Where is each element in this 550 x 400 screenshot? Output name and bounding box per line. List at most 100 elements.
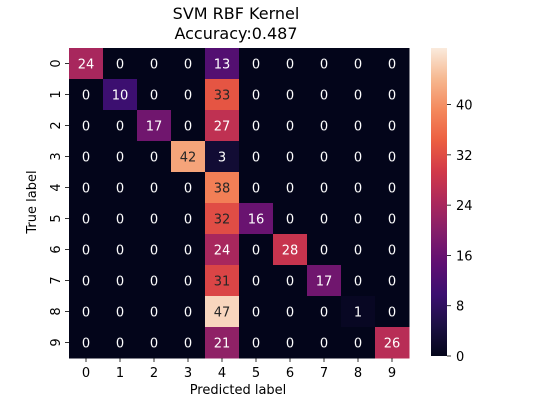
cell-value-r2-c8: 0 — [354, 120, 362, 135]
cell-value-r9-c1: 0 — [116, 337, 124, 352]
cell-value-r6-c9: 0 — [388, 244, 396, 259]
cell-value-r0-c0: 24 — [78, 58, 95, 73]
heatmap-cell-r9-c0 — [69, 327, 104, 359]
cell-value-r3-c0: 0 — [82, 151, 90, 166]
cell-value-r4-c6: 0 — [286, 182, 294, 197]
cell-value-r3-c7: 0 — [320, 151, 328, 166]
heatmap-cell-r5-c3 — [171, 203, 206, 235]
heatmap-cell-r5-c4 — [205, 203, 240, 235]
heatmap-cell-r8-c1 — [103, 296, 138, 328]
cell-value-r9-c7: 0 — [320, 337, 328, 352]
cell-value-r5-c4: 32 — [214, 213, 231, 228]
colorbar-ticks: 0 8 16 24 32 40 — [447, 99, 473, 365]
x-tick-label-9: 9 — [388, 366, 396, 381]
heatmap-cell-r9-c1 — [103, 327, 138, 359]
cell-value-r5-c5: 16 — [248, 213, 265, 228]
heatmap-cell-r4-c4 — [205, 172, 240, 204]
cell-value-r6-c0: 0 — [82, 244, 90, 259]
heatmap-cell-r8-c3 — [171, 296, 206, 328]
cell-value-r1-c4: 33 — [214, 89, 231, 104]
heatmap-cell-r5-c6 — [273, 203, 308, 235]
x-tick-label-8: 8 — [354, 366, 362, 381]
heatmap-cell-r4-c3 — [171, 172, 206, 204]
heatmap-cell-r0-c0 — [69, 48, 104, 80]
cell-value-r1-c9: 0 — [388, 89, 396, 104]
cell-value-r8-c7: 0 — [320, 306, 328, 321]
y-tick-label-2: 2 — [49, 121, 64, 129]
heatmap-cell-r7-c4 — [205, 265, 240, 297]
cell-value-r5-c9: 0 — [388, 213, 396, 228]
heatmap-cell-r9-c7 — [307, 327, 342, 359]
heatmap-cell-r1-c7 — [307, 79, 342, 111]
colorbar — [431, 48, 447, 356]
cell-value-r7-c2: 0 — [150, 275, 158, 290]
y-tick-label-6: 6 — [49, 245, 64, 253]
cell-value-r8-c6: 0 — [286, 306, 294, 321]
cell-value-r4-c4: 38 — [214, 182, 231, 197]
heatmap-cell-r4-c1 — [103, 172, 138, 204]
heatmap-cell-r4-c5 — [239, 172, 274, 204]
cell-value-r7-c7: 17 — [316, 275, 333, 290]
cell-value-r8-c8: 1 — [354, 306, 362, 321]
y-tick-label-9: 9 — [49, 338, 64, 346]
cell-value-r0-c6: 0 — [286, 58, 294, 73]
cell-value-r7-c5: 0 — [252, 275, 260, 290]
cell-value-r3-c8: 0 — [354, 151, 362, 166]
heatmap-cell-r5-c5 — [239, 203, 274, 235]
heatmap-cell-r7-c1 — [103, 265, 138, 297]
heatmap-cell-r1-c0 — [69, 79, 104, 111]
heatmap-cell-r2-c2 — [137, 110, 172, 142]
cell-value-r7-c9: 0 — [388, 275, 396, 290]
heatmap-cell-r7-c2 — [137, 265, 172, 297]
heatmap-cell-r1-c8 — [341, 79, 376, 111]
heatmap-cell-r0-c4 — [205, 48, 240, 80]
cell-value-r1-c7: 0 — [320, 89, 328, 104]
heatmap-cell-r7-c3 — [171, 265, 206, 297]
cell-value-r5-c3: 0 — [184, 213, 192, 228]
colorbar-tick-label-32: 32 — [456, 149, 473, 164]
heatmap-cell-r9-c6 — [273, 327, 308, 359]
cell-value-r9-c4: 21 — [214, 337, 231, 352]
cell-value-r7-c6: 0 — [286, 275, 294, 290]
cell-value-r0-c5: 0 — [252, 58, 260, 73]
heatmap-cell-r3-c0 — [69, 141, 104, 173]
cell-value-r4-c0: 0 — [82, 182, 90, 197]
heatmap-cell-r6-c0 — [69, 234, 104, 266]
cell-value-r5-c7: 0 — [320, 213, 328, 228]
y-tick-label-8: 8 — [49, 307, 64, 315]
heatmap-cell-r6-c5 — [239, 234, 274, 266]
heatmap-cell-r5-c1 — [103, 203, 138, 235]
cell-value-r0-c8: 0 — [354, 58, 362, 73]
cell-value-r6-c5: 0 — [252, 244, 260, 259]
cell-value-r7-c0: 0 — [82, 275, 90, 290]
heatmap-cell-r6-c2 — [137, 234, 172, 266]
colorbar-tick-label-40: 40 — [456, 99, 473, 114]
cell-value-r8-c0: 0 — [82, 306, 90, 321]
cell-value-r2-c6: 0 — [286, 120, 294, 135]
cell-value-r8-c5: 0 — [252, 306, 260, 321]
x-tick-label-7: 7 — [320, 366, 328, 381]
cell-value-r9-c0: 0 — [82, 337, 90, 352]
colorbar-tick-label-8: 8 — [456, 300, 464, 315]
cell-value-r9-c6: 0 — [286, 337, 294, 352]
heatmap-cell-r5-c2 — [137, 203, 172, 235]
cell-value-r6-c7: 0 — [320, 244, 328, 259]
cell-value-r7-c8: 0 — [354, 275, 362, 290]
cell-value-r9-c9: 26 — [384, 337, 401, 352]
heatmap-cell-r8-c7 — [307, 296, 342, 328]
x-tick-label-1: 1 — [116, 366, 124, 381]
heatmap-cell-r6-c4 — [205, 234, 240, 266]
x-tick-label-3: 3 — [184, 366, 192, 381]
heatmap-cell-r7-c0 — [69, 265, 104, 297]
heatmap-cell-r8-c5 — [239, 296, 274, 328]
chart-title-line-1: SVM RBF Kernel — [173, 4, 300, 23]
cell-value-r3-c1: 0 — [116, 151, 124, 166]
heatmap-cell-r6-c7 — [307, 234, 342, 266]
heatmap-cell-r8-c6 — [273, 296, 308, 328]
cell-value-r4-c5: 0 — [252, 182, 260, 197]
y-tick-label-1: 1 — [49, 90, 64, 98]
heatmap-cell-r4-c6 — [273, 172, 308, 204]
heatmap-cell-r0-c7 — [307, 48, 342, 80]
cell-value-r7-c3: 0 — [184, 275, 192, 290]
chart-title-line-2: Accuracy:0.487 — [174, 24, 297, 43]
